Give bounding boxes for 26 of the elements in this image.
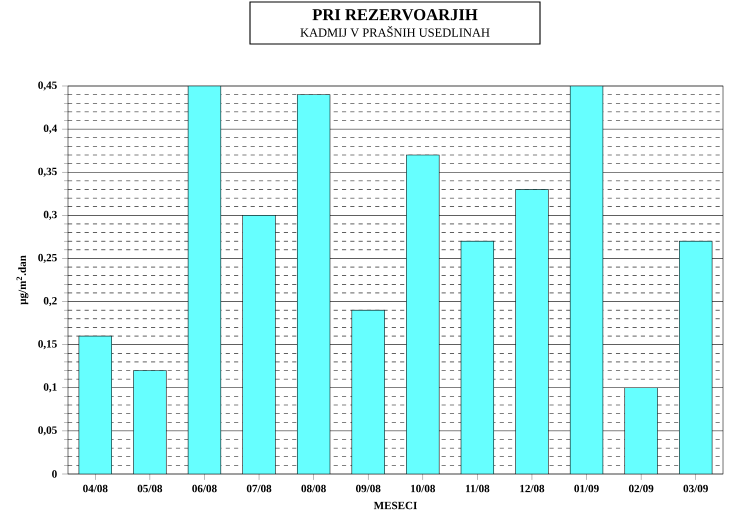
chart-subtitle: KADMIJ V PRAŠNIH USEDLINAH (300, 26, 490, 37)
y-tick-label: 0,45 (38, 81, 57, 91)
x-tick-label: 06/08 (192, 484, 217, 492)
y-tick-label: 0,1 (44, 383, 57, 392)
y-tick-label: 0,15 (38, 340, 57, 350)
x-tick-label: 07/08 (246, 484, 272, 492)
y-tick-label: 0,4 (44, 124, 58, 134)
y-tick-label: 0 (52, 470, 57, 478)
x-tick-label: 03/09 (684, 484, 708, 492)
y-tick-label: 0,25 (38, 254, 57, 263)
x-tick-label: 01/09 (574, 484, 599, 492)
y-tick-label: 0,3 (44, 210, 57, 220)
x-tick-label: 02/09 (628, 484, 654, 492)
x-tick-label: 04/08 (83, 484, 108, 492)
chart-title: PRI REZERVOARJIH (312, 9, 478, 20)
x-axis-title: MESECI (374, 502, 417, 510)
x-tick-label: 11/08 (466, 484, 490, 492)
x-tick-label: 05/08 (138, 484, 162, 492)
y-tick-label: 0,05 (38, 426, 57, 436)
x-tick-label: 10/08 (411, 484, 436, 492)
x-tick-label: 12/08 (520, 484, 544, 492)
y-tick-label: 0,2 (44, 297, 57, 306)
x-tick-label: 08/08 (301, 484, 326, 492)
y-tick-label: 0,35 (38, 168, 57, 177)
x-tick-label: 09/08 (356, 484, 380, 492)
y-axis-title: µg/m$^{2}$.dan (16, 255, 28, 305)
